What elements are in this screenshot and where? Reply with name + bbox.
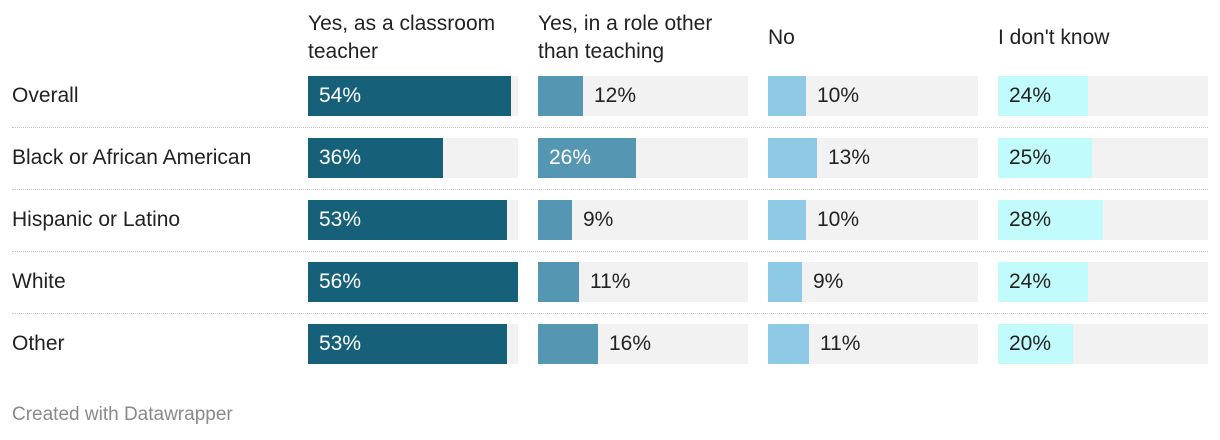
value-label: 26% (549, 146, 592, 169)
row-divider (12, 189, 1208, 190)
value-label: 36% (319, 146, 362, 169)
bar-track: 11% (538, 262, 748, 302)
value-label: 56% (319, 270, 362, 293)
value-label: 13% (828, 146, 871, 169)
value-label: 10% (817, 208, 860, 231)
bar (768, 262, 802, 302)
value-label: 24% (1009, 84, 1052, 107)
bar-track: 11% (768, 324, 978, 364)
bar (308, 138, 443, 178)
bar (538, 200, 572, 240)
value-label: 11% (820, 332, 861, 355)
bar (998, 324, 1073, 364)
bar (998, 200, 1103, 240)
value-label: 28% (1009, 208, 1052, 231)
bar (768, 138, 817, 178)
value-label: 9% (813, 270, 844, 293)
row-label: Overall (12, 84, 79, 107)
value-label: 9% (583, 208, 614, 231)
bar (768, 76, 806, 116)
bar-track: 56% (308, 262, 518, 302)
bar (308, 76, 511, 116)
bar-track: 26% (538, 138, 748, 178)
value-label: 20% (1009, 332, 1052, 355)
value-label: 10% (817, 84, 860, 107)
value-label: 24% (1009, 270, 1052, 293)
bar (538, 262, 579, 302)
bar-track: 16% (538, 324, 748, 364)
bar-track: 53% (308, 200, 518, 240)
bar-track: 20% (998, 324, 1208, 364)
value-label: 11% (590, 270, 631, 293)
bar (538, 138, 636, 178)
column-header-2: No (768, 26, 795, 49)
bar (768, 324, 809, 364)
bar-track: 28% (998, 200, 1208, 240)
footer-credit: Created with Datawrapper (12, 404, 233, 425)
row-label: White (12, 270, 66, 293)
bar-track: 9% (768, 262, 978, 302)
bar (998, 76, 1088, 116)
value-label: 12% (594, 84, 637, 107)
bar (998, 138, 1092, 178)
row-label: Other (12, 332, 65, 355)
bar-track: 24% (998, 76, 1208, 116)
value-label: 53% (319, 332, 362, 355)
bar-track: 54% (308, 76, 518, 116)
bar (308, 200, 507, 240)
bar (538, 76, 583, 116)
value-label: 25% (1009, 146, 1052, 169)
bar-track: 36% (308, 138, 518, 178)
row-divider (12, 313, 1208, 314)
bar (538, 324, 598, 364)
bar-track: 24% (998, 262, 1208, 302)
column-header-1: Yes, in a role other than teaching (538, 12, 713, 63)
bar (308, 324, 507, 364)
bar-track: 12% (538, 76, 748, 116)
row-label: Black or African American (12, 146, 252, 169)
bar-track: 9% (538, 200, 748, 240)
bar-track: 10% (768, 76, 978, 116)
bar (768, 200, 806, 240)
row-label: Hispanic or Latino (12, 208, 181, 231)
row-divider (12, 127, 1208, 128)
bar (998, 262, 1088, 302)
row-divider (12, 251, 1208, 252)
bar-track: 25% (998, 138, 1208, 178)
value-label: 54% (319, 84, 362, 107)
column-header-3: I don't know (998, 26, 1110, 49)
bar-track: 10% (768, 200, 978, 240)
bar-track: 13% (768, 138, 978, 178)
column-header-0: Yes, as a classroom teacher (308, 12, 496, 63)
bar (308, 262, 518, 302)
bar-track: 53% (308, 324, 518, 364)
value-label: 53% (319, 208, 362, 231)
value-label: 16% (609, 332, 652, 355)
